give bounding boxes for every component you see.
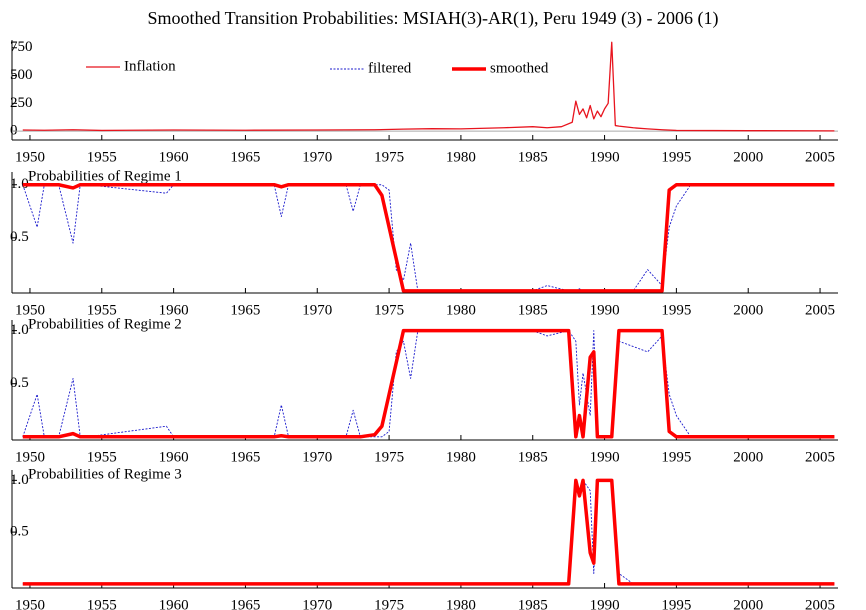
x-tick-label: 2000 <box>733 149 763 165</box>
x-tick-label: 1985 <box>518 449 548 465</box>
series-line <box>22 479 835 585</box>
x-tick-label: 1955 <box>87 302 117 318</box>
x-tick-label: 1965 <box>230 302 260 318</box>
x-tick-label: 1970 <box>302 597 332 610</box>
panel-title: Probabilities of Regime 2 <box>28 316 182 332</box>
x-tick-label: 1970 <box>302 149 332 165</box>
x-tick-label: 1970 <box>302 302 332 318</box>
legend-label: filtered <box>368 60 412 76</box>
x-tick-label: 1955 <box>87 449 117 465</box>
y-tick-label: 0.5 <box>10 524 29 540</box>
x-tick-label: 1980 <box>446 597 476 610</box>
x-tick-label: 1950 <box>15 449 45 465</box>
y-tick-label: 0.5 <box>10 375 29 391</box>
y-tick-label: 500 <box>10 67 33 83</box>
x-tick-label: 1980 <box>446 449 476 465</box>
x-tick-label: 1970 <box>302 449 332 465</box>
series-line <box>22 184 835 292</box>
panel-title: Probabilities of Regime 3 <box>28 466 182 482</box>
x-tick-label: 1950 <box>15 149 45 165</box>
x-tick-label: 2000 <box>733 302 763 318</box>
chart-title: Smoothed Transition Probabilities: MSIAH… <box>148 8 719 29</box>
x-tick-label: 2000 <box>733 449 763 465</box>
x-tick-label: 1975 <box>374 302 404 318</box>
x-tick-label: 1975 <box>374 149 404 165</box>
x-tick-label: 1985 <box>518 302 548 318</box>
x-tick-label: 1995 <box>661 149 691 165</box>
legend-label: smoothed <box>490 60 549 76</box>
x-tick-label: 1985 <box>518 149 548 165</box>
series-line <box>22 330 835 438</box>
y-tick-label: 1.0 <box>10 472 29 488</box>
x-tick-label: 1975 <box>374 597 404 610</box>
x-tick-label: 1965 <box>230 149 260 165</box>
x-tick-label: 1980 <box>446 302 476 318</box>
series-line <box>22 41 835 132</box>
x-tick-label: 2000 <box>733 597 763 610</box>
series-line <box>22 182 835 293</box>
y-tick-label: 750 <box>10 39 33 55</box>
series-line <box>22 478 835 586</box>
x-tick-label: 2005 <box>805 149 835 165</box>
y-tick-label: 0.5 <box>10 229 29 245</box>
panel-title: Probabilities of Regime 1 <box>28 168 182 184</box>
x-tick-label: 1965 <box>230 597 260 610</box>
x-tick-label: 1955 <box>87 597 117 610</box>
y-tick-label: 0 <box>10 123 18 139</box>
x-tick-label: 1990 <box>590 449 620 465</box>
x-tick-label: 1990 <box>590 149 620 165</box>
x-tick-label: 1960 <box>159 449 189 465</box>
x-tick-label: 1950 <box>15 597 45 610</box>
x-tick-label: 1955 <box>87 149 117 165</box>
legend-label: Inflation <box>124 58 176 74</box>
series-line <box>22 328 835 439</box>
x-tick-label: 1960 <box>159 597 189 610</box>
x-tick-label: 2005 <box>805 597 835 610</box>
x-tick-label: 1995 <box>661 449 691 465</box>
x-tick-label: 2005 <box>805 449 835 465</box>
x-tick-label: 1950 <box>15 302 45 318</box>
x-tick-label: 2005 <box>805 302 835 318</box>
x-tick-label: 1995 <box>661 302 691 318</box>
x-tick-label: 1960 <box>159 149 189 165</box>
y-tick-label: 1.0 <box>10 322 29 338</box>
x-tick-label: 1985 <box>518 597 548 610</box>
x-tick-label: 1990 <box>590 597 620 610</box>
x-tick-label: 1990 <box>590 302 620 318</box>
x-tick-label: 1975 <box>374 449 404 465</box>
x-tick-label: 1980 <box>446 149 476 165</box>
x-tick-label: 1960 <box>159 302 189 318</box>
y-tick-label: 250 <box>10 95 33 111</box>
x-tick-label: 1965 <box>230 449 260 465</box>
x-tick-label: 1995 <box>661 597 691 610</box>
